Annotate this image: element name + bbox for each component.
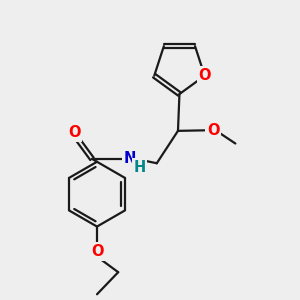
Text: N: N bbox=[124, 151, 136, 166]
Text: O: O bbox=[198, 68, 211, 83]
Text: O: O bbox=[68, 125, 81, 140]
Text: O: O bbox=[207, 123, 220, 138]
Text: H: H bbox=[134, 160, 146, 175]
Text: O: O bbox=[91, 244, 103, 259]
